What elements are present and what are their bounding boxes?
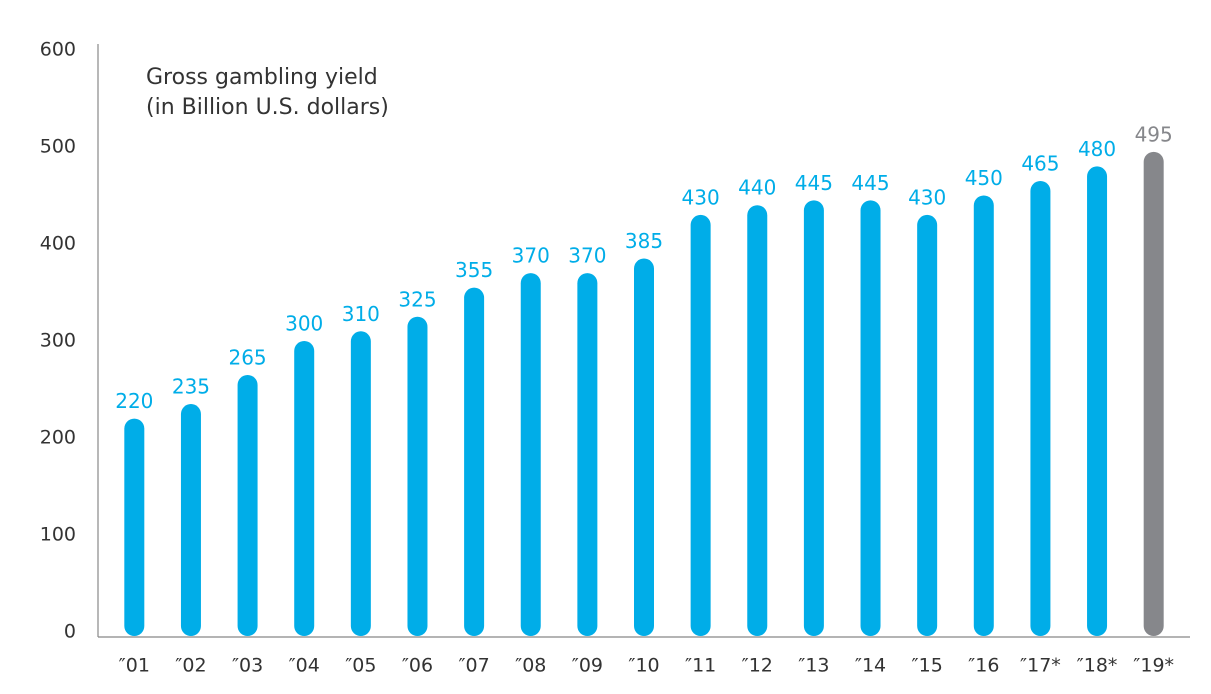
y-tick-label: 200 (40, 427, 76, 449)
value-label: 465 (1021, 151, 1059, 175)
x-tick-label: ″13 (798, 655, 829, 677)
bar (350, 331, 371, 636)
bar (124, 418, 145, 636)
x-tick-label: ″12 (742, 655, 773, 677)
x-tick-label: ″07 (458, 655, 489, 677)
bar (520, 273, 541, 636)
bar (803, 200, 824, 636)
x-tick-label: ″17* (1020, 655, 1061, 677)
value-label: 310 (342, 302, 380, 326)
bar (634, 258, 654, 636)
bar (747, 205, 768, 636)
x-tick-label: ″08 (515, 655, 546, 677)
y-tick-label: 0 (64, 621, 76, 643)
x-tick-label: ″11 (685, 655, 716, 677)
y-tick-label: 400 (40, 233, 76, 255)
bar (407, 316, 428, 636)
x-tick-label: ″02 (175, 655, 206, 677)
value-label: 220 (115, 389, 153, 413)
x-tick-label: ″06 (402, 655, 433, 677)
value-label: 355 (455, 258, 493, 282)
x-tick-label: ″03 (232, 655, 263, 677)
x-tick-label: ″05 (345, 655, 376, 677)
value-label: 450 (965, 166, 1003, 190)
x-tick-label: ″01 (119, 655, 150, 677)
x-tick-label: ″10 (628, 655, 659, 677)
value-label: 300 (285, 312, 323, 336)
y-tick-label: 500 (40, 136, 76, 158)
bar (237, 374, 258, 636)
bar (917, 214, 938, 636)
y-tick-label: 300 (40, 330, 76, 352)
y-tick-label: 100 (40, 524, 76, 546)
chart-title: Gross gambling yield (146, 65, 378, 90)
bar (690, 214, 711, 636)
value-label: 445 (851, 171, 889, 195)
bar (180, 404, 201, 636)
value-label: 480 (1078, 137, 1116, 161)
value-label: 370 (568, 244, 606, 268)
bar (860, 200, 881, 636)
value-label: 445 (795, 171, 833, 195)
x-tick-label: ″18* (1077, 655, 1118, 677)
bar (973, 195, 994, 636)
x-tick-label: ″14 (855, 655, 886, 677)
value-label: 235 (172, 375, 210, 399)
bar (464, 287, 485, 636)
bar (577, 273, 598, 636)
x-tick-label: ″04 (289, 655, 320, 677)
chart-subtitle: (in Billion U.S. dollars) (146, 95, 389, 120)
value-label: 440 (738, 176, 776, 200)
bar (1030, 180, 1051, 636)
y-tick-label: 600 (40, 39, 76, 61)
x-tick-label: ″19* (1133, 655, 1174, 677)
x-tick-label: ″16 (968, 655, 999, 677)
x-tick-label: ″09 (572, 655, 603, 677)
value-label: 265 (228, 345, 266, 369)
bar (1087, 166, 1108, 636)
value-label: 325 (398, 287, 436, 311)
x-tick-label: ″15 (912, 655, 943, 677)
value-label: 430 (908, 185, 946, 209)
value-label: 385 (625, 229, 663, 253)
bar (1143, 151, 1164, 636)
value-label: 495 (1135, 122, 1173, 146)
value-label: 370 (512, 244, 550, 268)
bar (294, 341, 315, 636)
value-label: 430 (682, 185, 720, 209)
